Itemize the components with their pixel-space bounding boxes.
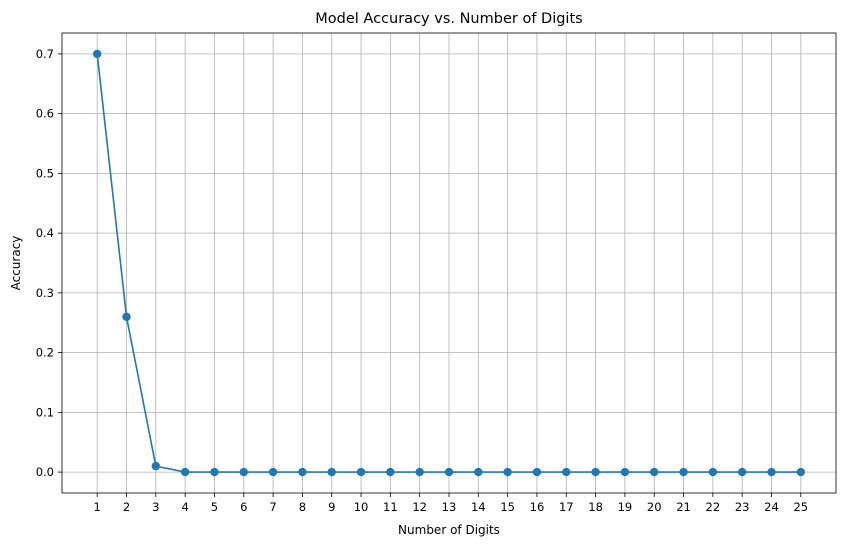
x-tick-label: 17 — [559, 500, 574, 514]
series — [92, 49, 806, 477]
x-tick-label: 16 — [530, 500, 545, 514]
y-axis-label: Accuracy — [9, 236, 23, 291]
x-tick-label: 23 — [735, 500, 750, 514]
x-tick-label: 22 — [706, 500, 721, 514]
data-point — [298, 467, 307, 477]
x-tick-label: 10 — [354, 500, 369, 514]
grid — [62, 33, 836, 493]
y-tick-label: 0.2 — [36, 346, 54, 360]
data-point — [180, 467, 190, 477]
x-tick-label: 20 — [647, 500, 662, 514]
y-tick-label: 0.5 — [36, 166, 54, 180]
x-tick-label: 24 — [764, 500, 779, 514]
data-point — [327, 467, 336, 477]
x-tick-label: 4 — [181, 500, 188, 514]
x-tick-label: 8 — [299, 500, 306, 514]
data-point — [737, 467, 747, 477]
data-point — [122, 312, 131, 321]
y-tick-label: 0.1 — [36, 405, 54, 419]
data-point — [679, 467, 688, 477]
x-tick-label: 15 — [500, 500, 515, 514]
x-tick-label: 7 — [269, 500, 276, 514]
x-tick-label: 2 — [123, 500, 130, 514]
data-point — [620, 467, 630, 477]
data-point — [151, 461, 161, 471]
x-tick-label: 1 — [94, 500, 101, 514]
y-tick-label: 0.0 — [36, 465, 54, 479]
data-point — [796, 467, 806, 477]
plot-area-frame — [61, 32, 837, 494]
data-point — [474, 467, 483, 477]
data-point — [268, 467, 278, 477]
x-axis-label: Number of Digits — [398, 523, 500, 537]
x-tick-label: 18 — [588, 500, 603, 514]
x-tick-label: 14 — [471, 500, 486, 514]
y-tick-label: 0.6 — [36, 107, 54, 121]
data-point — [532, 467, 542, 477]
x-tick-label: 6 — [240, 500, 247, 514]
data-point — [650, 467, 659, 477]
x-tick-label: 13 — [442, 500, 457, 514]
chart-title: Model Accuracy vs. Number of Digits — [315, 11, 582, 27]
y-tick-label: 0.4 — [36, 226, 54, 240]
axis-ticks: 1 2 3 4 5 6 7 8 9 10 11 12 13 14 15 16 17 18 19 20 21 22 23 24 2… — [36, 47, 808, 514]
x-tick-label: 11 — [383, 500, 398, 514]
x-tick-label: 9 — [328, 500, 335, 514]
x-tick-label: 21 — [676, 500, 691, 514]
data-point — [415, 467, 424, 477]
data-point — [444, 467, 454, 477]
x-tick-label: 5 — [211, 500, 218, 514]
data-point — [386, 467, 395, 477]
data-point — [239, 467, 248, 477]
data-point — [210, 467, 219, 477]
data-point — [708, 467, 718, 477]
data-point — [591, 467, 600, 477]
data-point — [562, 467, 571, 477]
x-tick-label: 25 — [793, 500, 808, 514]
x-tick-label: 3 — [152, 500, 159, 514]
y-tick-label: 0.7 — [36, 47, 54, 61]
data-point — [503, 467, 512, 477]
x-tick-label: 19 — [618, 500, 633, 514]
y-tick-label: 0.3 — [36, 286, 54, 300]
data-point — [356, 467, 366, 477]
data-point — [767, 467, 776, 477]
x-tick-label: 12 — [412, 500, 427, 514]
data-point — [92, 49, 102, 59]
